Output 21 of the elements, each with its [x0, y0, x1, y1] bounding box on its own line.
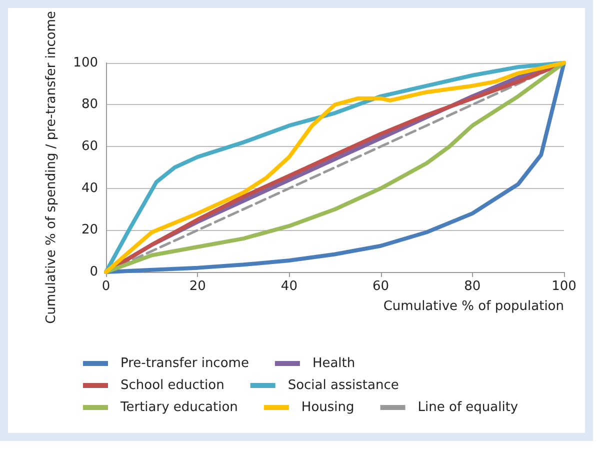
- x-tick-label: 100: [552, 279, 576, 294]
- legend-label: School eduction: [120, 378, 224, 393]
- y-tick-label: 20: [81, 222, 98, 238]
- legend-label: Pre-transfer income: [120, 356, 249, 371]
- x-tick-label: 0: [102, 279, 110, 294]
- legend-label: Health: [312, 356, 356, 371]
- y-tick-label: 40: [81, 180, 98, 196]
- legend-label: Line of equality: [418, 400, 518, 415]
- x-tick-label: 40: [280, 279, 298, 294]
- y-axis-title: Cumulative % of spending / pre-transfer income: [44, 11, 59, 324]
- legend-label: Housing: [301, 400, 354, 415]
- x-tick-label: 80: [464, 279, 481, 294]
- y-tick-label: 0: [90, 264, 98, 280]
- legend-label: Tertiary education: [120, 400, 238, 415]
- y-tick-label: 60: [81, 138, 98, 154]
- x-tick-label: 20: [189, 279, 206, 294]
- x-axis-title: Cumulative % of population: [383, 299, 564, 314]
- legend-label: Social assistance: [288, 378, 399, 393]
- y-tick-label: 80: [81, 97, 98, 112]
- x-tick-label: 60: [372, 279, 390, 294]
- y-tick-label: 100: [73, 55, 98, 70]
